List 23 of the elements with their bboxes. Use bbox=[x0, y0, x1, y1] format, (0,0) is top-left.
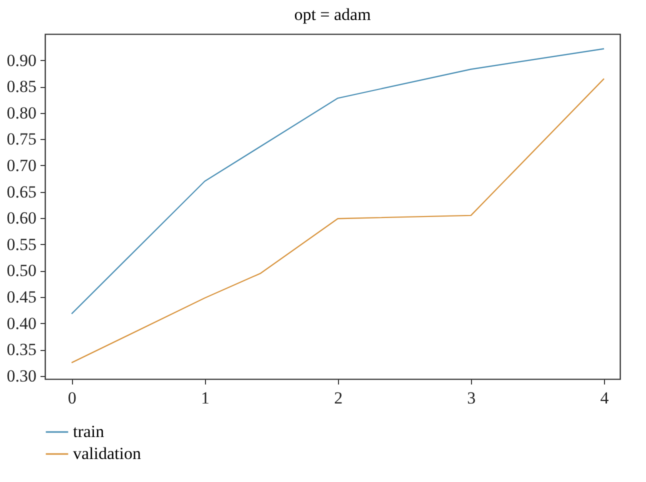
y-tick-label: 0.75 bbox=[6, 130, 36, 149]
y-tick-label: 0.60 bbox=[6, 208, 36, 228]
x-tick-label: 1 bbox=[200, 388, 210, 408]
y-tick-label: 0.65 bbox=[6, 182, 36, 202]
x-tick-label: 3 bbox=[467, 388, 476, 408]
y-tick-label: 0.80 bbox=[6, 103, 36, 122]
line-series bbox=[71, 48, 605, 314]
legend-label: train bbox=[73, 422, 105, 441]
y-tick-label: 0.85 bbox=[6, 77, 36, 96]
y-tick-label: 0.40 bbox=[6, 314, 36, 333]
y-tick-label: 0.30 bbox=[6, 366, 36, 386]
y-tick-label: 0.90 bbox=[6, 50, 36, 70]
chart-title: opt = adam bbox=[294, 5, 371, 24]
y-tick-label: 0.50 bbox=[6, 261, 36, 280]
x-tick-label: 4 bbox=[600, 388, 610, 408]
y-tick-label: 0.45 bbox=[6, 287, 36, 306]
x-tick-label: 2 bbox=[334, 388, 343, 408]
legend-label: validation bbox=[73, 444, 142, 463]
y-tick-label: 0.55 bbox=[6, 234, 36, 254]
y-tick-label: 0.70 bbox=[6, 156, 36, 175]
line-series bbox=[71, 78, 605, 364]
x-tick-label: 0 bbox=[68, 388, 76, 408]
y-tick-label: 0.35 bbox=[6, 340, 36, 360]
